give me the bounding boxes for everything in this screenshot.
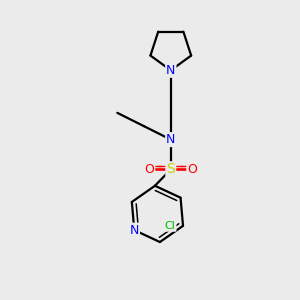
Text: Cl: Cl [165, 221, 176, 231]
Text: O: O [187, 163, 197, 176]
Text: S: S [167, 162, 175, 176]
Text: N: N [130, 224, 139, 237]
Text: N: N [166, 133, 176, 146]
Text: N: N [166, 64, 176, 77]
Text: O: O [145, 163, 154, 176]
